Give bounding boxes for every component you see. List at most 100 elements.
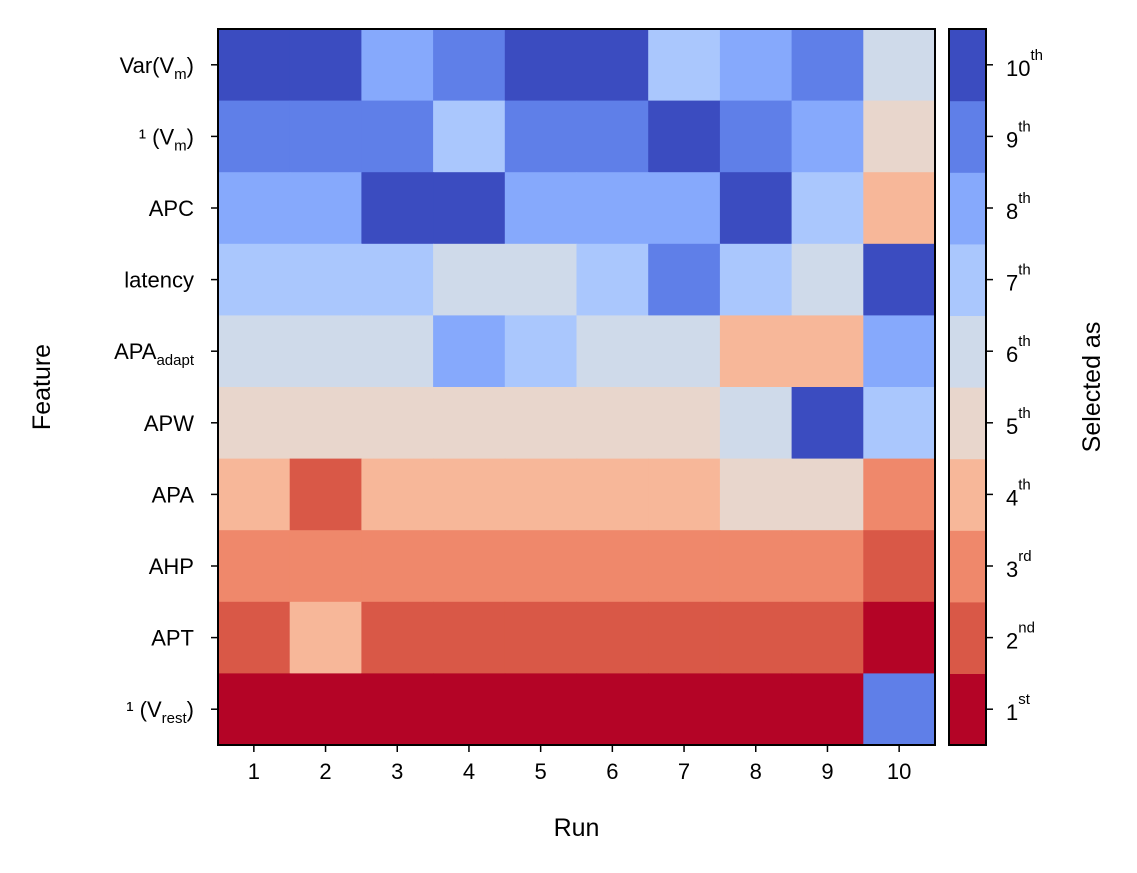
y-tick-label: APA bbox=[152, 482, 195, 507]
heatmap-cells bbox=[218, 29, 936, 746]
heatmap-cell bbox=[289, 458, 362, 531]
heatmap-cell bbox=[504, 673, 578, 746]
heatmap-cell bbox=[719, 601, 793, 674]
heatmap-cell bbox=[218, 601, 291, 674]
x-tick-label: 4 bbox=[463, 759, 475, 784]
colorbar-tick-label: 6th bbox=[1006, 333, 1031, 367]
heatmap-cell bbox=[863, 315, 936, 388]
heatmap-cell bbox=[433, 100, 506, 173]
heatmap-cell bbox=[719, 243, 793, 316]
x-tick-label: 2 bbox=[319, 759, 331, 784]
heatmap-cell bbox=[433, 458, 506, 531]
x-tick-label: 10 bbox=[887, 759, 911, 784]
heatmap-cell bbox=[504, 172, 578, 245]
heatmap-cell bbox=[648, 315, 721, 388]
colorbar-frame bbox=[948, 28, 987, 746]
heatmap-cell bbox=[719, 530, 793, 603]
y-axis-ticks: Var(Vm) ¹ (Vm) APC latency APAadapt APW APA AHP… bbox=[114, 53, 218, 727]
heatmap-cell bbox=[719, 172, 793, 245]
heatmap-cell bbox=[576, 172, 649, 245]
heatmap-cell bbox=[361, 243, 434, 316]
heatmap-cell bbox=[719, 100, 793, 173]
y-tick-label: ¹ (Vm) bbox=[139, 124, 194, 154]
x-tick-label: 6 bbox=[606, 759, 618, 784]
heatmap-cell bbox=[791, 100, 864, 173]
heatmap-cell bbox=[289, 243, 362, 316]
heatmap-cell bbox=[719, 315, 793, 388]
heatmap-cell bbox=[289, 172, 362, 245]
x-tick-label: 8 bbox=[750, 759, 762, 784]
heatmap-cell bbox=[504, 29, 578, 102]
heatmap-cell bbox=[289, 100, 362, 173]
heatmap-cell bbox=[719, 673, 793, 746]
y-tick-label: APC bbox=[149, 196, 194, 221]
colorbar-ticks: 1st 2nd 3rd 4th 5th 6th 7th 8th 9th 10th bbox=[986, 47, 1043, 725]
heatmap-cell bbox=[433, 673, 506, 746]
heatmap-cell bbox=[504, 315, 578, 388]
heatmap-cell bbox=[863, 172, 936, 245]
heatmap-cell bbox=[504, 387, 578, 460]
heatmap-cell bbox=[218, 100, 291, 173]
heatmap-cell bbox=[289, 315, 362, 388]
heatmap-cell bbox=[289, 29, 362, 102]
heatmap-cell bbox=[648, 100, 721, 173]
heatmap-cell bbox=[433, 387, 506, 460]
heatmap-cell bbox=[648, 673, 721, 746]
heatmap-cell bbox=[289, 387, 362, 460]
heatmap-cell bbox=[791, 458, 864, 531]
heatmap-cell bbox=[289, 530, 362, 603]
heatmap-cell bbox=[576, 387, 649, 460]
plot-frame bbox=[217, 28, 936, 746]
colorbar-tick-label: 9th bbox=[1006, 118, 1031, 152]
heatmap-cell bbox=[504, 601, 578, 674]
heatmap-cell bbox=[361, 100, 434, 173]
colorbar-segment bbox=[949, 387, 986, 460]
x-tick-label: 1 bbox=[248, 759, 260, 784]
heatmap-cell bbox=[289, 601, 362, 674]
heatmap-cell bbox=[719, 387, 793, 460]
heatmap-cell bbox=[218, 243, 291, 316]
heatmap-cell bbox=[863, 673, 936, 746]
heatmap-cell bbox=[648, 172, 721, 245]
colorbar-tick-label: 4th bbox=[1006, 476, 1031, 510]
heatmap-cell bbox=[719, 458, 793, 531]
heatmap-cell bbox=[504, 100, 578, 173]
y-axis-title: Feature bbox=[28, 344, 56, 430]
y-tick-label: Var(Vm) bbox=[120, 53, 194, 83]
heatmap-cell bbox=[218, 458, 291, 531]
x-axis-ticks: 1 2 3 4 5 6 7 8 9 10 bbox=[248, 745, 911, 784]
x-tick-label: 3 bbox=[391, 759, 403, 784]
heatmap-cell bbox=[218, 530, 291, 603]
colorbar-segment bbox=[949, 243, 986, 316]
heatmap-cell bbox=[791, 530, 864, 603]
heatmap-cell bbox=[791, 29, 864, 102]
colorbar-title: Selected as bbox=[1078, 322, 1106, 453]
y-tick-label: APAadapt bbox=[114, 339, 195, 369]
heatmap-cell bbox=[361, 29, 434, 102]
heatmap-cell bbox=[433, 243, 506, 316]
colorbar-segment bbox=[949, 673, 986, 746]
heatmap-cell bbox=[433, 530, 506, 603]
y-tick-label: APW bbox=[144, 411, 194, 436]
colorbar-segment bbox=[949, 530, 986, 603]
heatmap-cell bbox=[361, 673, 434, 746]
colorbar-tick-label: 8th bbox=[1006, 190, 1031, 224]
colorbar-tick-label: 10th bbox=[1006, 47, 1043, 81]
heatmap-cell bbox=[361, 458, 434, 531]
colorbar-segment bbox=[949, 315, 986, 388]
colorbar-tick-label: 5th bbox=[1006, 405, 1031, 439]
y-tick-label: APT bbox=[151, 626, 194, 651]
colorbar-segment bbox=[949, 458, 986, 531]
y-tick-label: ¹ (Vrest) bbox=[126, 697, 194, 727]
heatmap-cell bbox=[863, 458, 936, 531]
heatmap-cell bbox=[863, 243, 936, 316]
heatmap-cell bbox=[433, 315, 506, 388]
heatmap-cell bbox=[576, 601, 649, 674]
heatmap-cell bbox=[576, 29, 649, 102]
heatmap-cell bbox=[576, 673, 649, 746]
colorbar-segment bbox=[949, 601, 986, 674]
heatmap-cell bbox=[361, 530, 434, 603]
heatmap-cell bbox=[361, 601, 434, 674]
x-tick-label: 7 bbox=[678, 759, 690, 784]
heatmap-cell bbox=[791, 387, 864, 460]
